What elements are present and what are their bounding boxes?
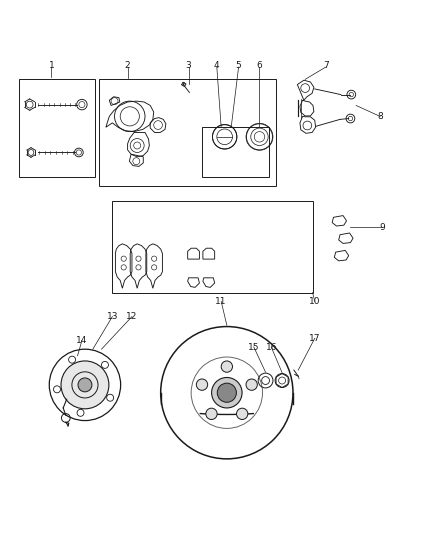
Bar (99, 79, 276, 186)
Text: 13: 13 (106, 312, 118, 321)
Circle shape (246, 379, 258, 390)
Text: 16: 16 (265, 343, 277, 352)
Text: 9: 9 (379, 223, 385, 232)
Circle shape (221, 361, 233, 372)
Text: 14: 14 (76, 336, 88, 345)
Text: 15: 15 (248, 343, 260, 352)
Text: 5: 5 (236, 61, 241, 70)
Circle shape (196, 379, 208, 390)
Text: 2: 2 (125, 61, 131, 70)
Text: 8: 8 (377, 112, 383, 121)
Text: 17: 17 (309, 334, 321, 343)
Bar (19, 79, 95, 177)
Circle shape (217, 383, 237, 402)
Circle shape (78, 378, 92, 392)
Text: 11: 11 (215, 297, 227, 306)
Text: 12: 12 (126, 312, 138, 321)
Circle shape (206, 408, 217, 419)
Text: 6: 6 (257, 61, 262, 70)
Circle shape (212, 377, 242, 408)
Text: 4: 4 (214, 61, 219, 70)
Text: 3: 3 (186, 61, 191, 70)
Bar (181, 82, 186, 86)
Bar (201, 127, 269, 177)
Circle shape (61, 361, 109, 409)
Text: 1: 1 (49, 61, 54, 70)
Text: 10: 10 (309, 297, 321, 306)
Bar (113, 201, 313, 293)
Circle shape (237, 408, 248, 419)
Text: 7: 7 (323, 61, 328, 70)
